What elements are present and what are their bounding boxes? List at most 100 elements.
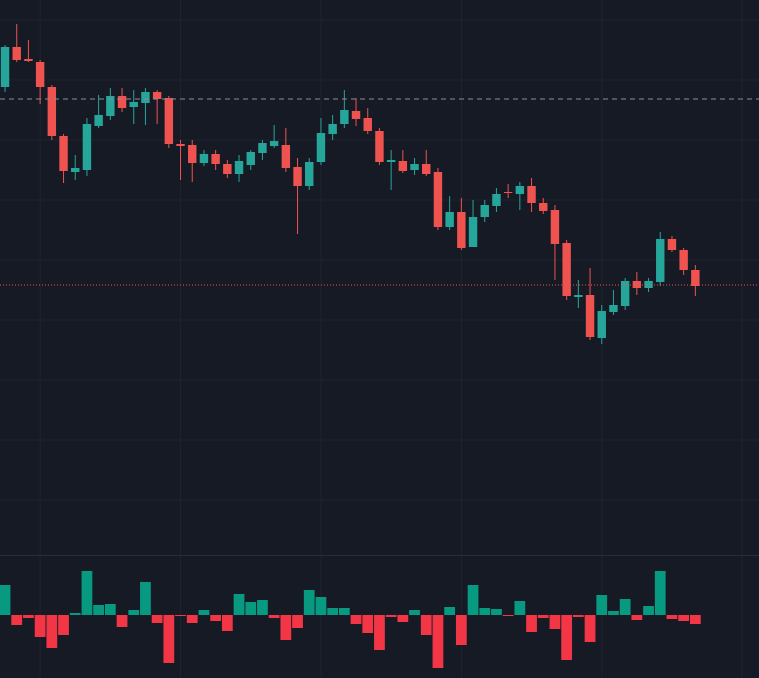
histogram-bar: [689, 615, 701, 624]
histogram-bar: [608, 611, 619, 615]
candle-body: [527, 186, 536, 203]
candle-body: [117, 96, 127, 108]
candle-body: [258, 143, 267, 153]
histogram-bar: [104, 604, 116, 615]
candle-body: [211, 154, 220, 164]
candle-body: [679, 250, 688, 270]
histogram-bar: [23, 615, 34, 618]
histogram-bar: [619, 599, 631, 615]
histogram-bar: [46, 615, 58, 648]
histogram-bar: [210, 615, 222, 621]
histogram-bar: [420, 615, 432, 635]
histogram-bar: [268, 615, 280, 618]
candle-body: [71, 168, 80, 172]
candle-body: [457, 212, 466, 248]
histogram-bar: [654, 571, 666, 615]
candle-body: [176, 144, 185, 146]
histogram-bar: [292, 615, 303, 628]
candle-body: [340, 110, 349, 124]
candle-body: [164, 98, 174, 144]
candle-body: [609, 305, 618, 312]
candle-body: [47, 87, 57, 136]
histogram-bar: [175, 615, 186, 616]
histogram-bar: [479, 608, 491, 615]
histogram-bar: [233, 594, 245, 615]
histogram-bar: [491, 609, 502, 615]
histogram-bar: [385, 615, 397, 617]
histogram-bar: [350, 615, 362, 624]
histogram-bar: [666, 615, 678, 619]
candle-body: [59, 136, 68, 171]
histogram-bar: [58, 615, 69, 635]
candle-body: [106, 96, 115, 116]
histogram-bar: [34, 615, 46, 637]
histogram-bar: [0, 585, 11, 615]
histogram-bar: [11, 615, 23, 625]
histogram-bar: [572, 615, 584, 617]
candle-body: [0, 47, 10, 87]
histogram-bar: [409, 610, 420, 615]
candle-body: [656, 239, 665, 282]
histogram-bar: [93, 605, 105, 615]
candle-body: [129, 102, 138, 107]
candle-body: [281, 145, 291, 168]
candle-body: [152, 92, 162, 99]
candle-body: [82, 124, 92, 170]
candle-body: [503, 192, 513, 193]
candle-body: [386, 160, 396, 162]
candle-body: [12, 47, 21, 60]
candle-body: [363, 118, 372, 131]
histogram-bar: [455, 615, 467, 645]
histogram-bar: [315, 597, 327, 615]
candle-body: [316, 133, 326, 162]
candle-body: [539, 203, 548, 211]
candle-body: [433, 172, 443, 227]
histogram-bar: [186, 615, 198, 623]
candle-body: [468, 217, 478, 247]
histogram-bar: [245, 602, 257, 615]
candle-body: [492, 194, 501, 206]
histogram-bar: [502, 615, 514, 616]
candle-body: [94, 115, 103, 126]
candle-body: [585, 295, 595, 337]
histogram-bar: [596, 595, 608, 615]
histogram-bar: [432, 615, 444, 668]
candle-body: [574, 295, 583, 297]
histogram-bar: [514, 601, 526, 615]
histogram-bar: [444, 607, 456, 615]
candle-body: [328, 124, 337, 134]
candle-body: [445, 212, 454, 227]
histogram-bar: [397, 615, 409, 622]
histogram-bar: [678, 615, 690, 621]
candle-body: [351, 111, 361, 119]
histogram-bar: [643, 606, 654, 615]
histogram-bar: [69, 613, 81, 615]
histogram-bar: [198, 610, 210, 615]
candle-body: [223, 164, 232, 174]
histogram-bar: [163, 615, 175, 663]
histogram-bar: [280, 615, 292, 640]
candle-body: [480, 205, 489, 217]
candle-body: [667, 239, 677, 250]
histogram-bar: [151, 615, 163, 623]
candle-body: [410, 164, 419, 170]
histogram-bar: [537, 615, 549, 618]
candle-body: [550, 210, 560, 244]
histogram-bar: [526, 615, 537, 632]
histogram-bar: [257, 600, 268, 615]
candle-body: [562, 243, 571, 296]
histogram-bar: [549, 615, 561, 629]
histogram-bar: [140, 582, 151, 615]
histogram-bar: [303, 590, 315, 615]
histogram-bar: [584, 615, 596, 642]
candle-body: [691, 270, 700, 286]
candle-body: [597, 311, 606, 338]
candle-body: [293, 167, 302, 186]
histogram-bar: [128, 610, 140, 615]
histogram-bar: [116, 615, 128, 627]
histogram-bar: [221, 615, 233, 631]
candle-body: [188, 145, 197, 163]
